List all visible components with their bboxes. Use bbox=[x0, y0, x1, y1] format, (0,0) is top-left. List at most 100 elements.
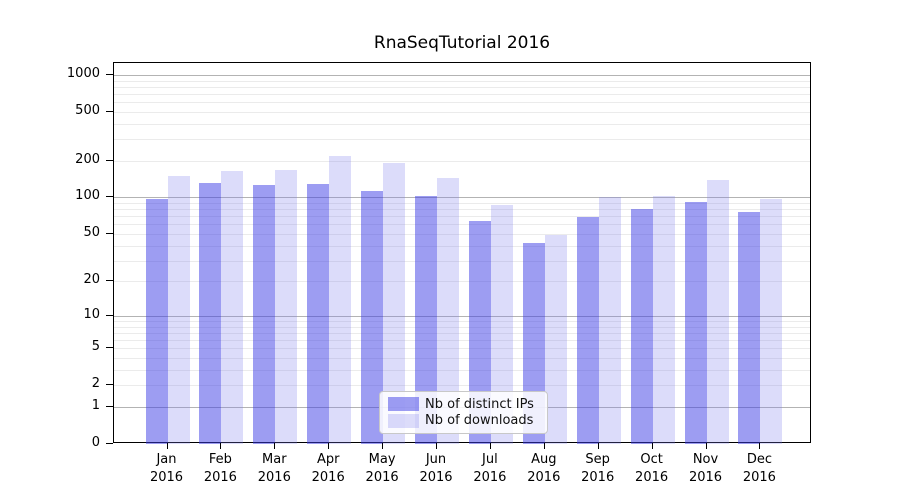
x-tick-year: 2016 bbox=[688, 470, 723, 485]
x-tick-month: May bbox=[368, 452, 396, 467]
y-tick-mark bbox=[106, 73, 113, 75]
grid-layer bbox=[114, 63, 810, 442]
bar-distinct-ips-apr bbox=[307, 183, 330, 444]
x-tick-year: 2016 bbox=[742, 470, 776, 485]
minor-gridline bbox=[114, 209, 810, 211]
legend-label: Nb of distinct IPs bbox=[425, 396, 534, 412]
x-tick-mark bbox=[328, 443, 330, 449]
x-tick-year: 2016 bbox=[149, 470, 184, 485]
x-tick-mark bbox=[436, 443, 437, 449]
x-tick-mark bbox=[166, 443, 168, 449]
bar-downloads-apr bbox=[329, 155, 352, 444]
x-tick-month: Oct bbox=[640, 452, 663, 467]
bar-distinct-ips-sep bbox=[576, 217, 599, 444]
y-tick-label: 500 bbox=[75, 102, 100, 118]
minor-gridline bbox=[114, 332, 810, 334]
bar-downloads-may bbox=[383, 162, 406, 444]
x-tick-label: Mar 2016 bbox=[239, 451, 309, 487]
x-tick-label: Sep 2016 bbox=[563, 451, 633, 487]
bar-distinct-ips-oct bbox=[630, 208, 653, 444]
y-tick-label: 200 bbox=[75, 151, 100, 167]
x-tick-month: Mar bbox=[262, 452, 287, 467]
minor-gridline bbox=[114, 358, 810, 360]
legend-item-downloads: Nb of downloads bbox=[388, 413, 539, 430]
minor-gridline bbox=[114, 326, 810, 328]
bar-downloads-sep bbox=[598, 196, 621, 444]
minor-gridline bbox=[114, 139, 810, 141]
bar-downloads-dec bbox=[760, 199, 783, 444]
minor-gridline bbox=[114, 224, 810, 226]
x-tick-year: 2016 bbox=[419, 470, 453, 485]
minor-gridline bbox=[114, 203, 810, 205]
x-tick-month: Jun bbox=[425, 452, 447, 467]
bar-distinct-ips-nov bbox=[684, 201, 707, 444]
y-tick-mark bbox=[106, 314, 113, 316]
x-tick-year: 2016 bbox=[581, 470, 615, 485]
y-tick-mark bbox=[106, 159, 113, 161]
minor-gridline bbox=[114, 321, 810, 322]
x-tick-label: Jul 2016 bbox=[455, 451, 525, 487]
x-tick-mark bbox=[705, 443, 707, 449]
x-tick-label: Dec 2016 bbox=[724, 451, 794, 487]
x-tick-mark bbox=[489, 443, 491, 449]
minor-gridline bbox=[114, 216, 810, 218]
bar-downloads-mar bbox=[275, 169, 298, 444]
x-tick-month: Jul bbox=[482, 452, 498, 467]
x-tick-mark bbox=[220, 443, 222, 449]
x-tick-mark bbox=[651, 443, 653, 449]
minor-gridline bbox=[114, 340, 810, 342]
x-tick-mark bbox=[543, 443, 545, 449]
minor-gridline bbox=[114, 160, 810, 162]
bar-distinct-ips-may bbox=[361, 191, 384, 444]
y-tick-mark bbox=[106, 196, 113, 198]
x-tick-label: Nov 2016 bbox=[671, 451, 741, 487]
bar-downloads-aug bbox=[544, 235, 567, 444]
bar-downloads-feb bbox=[221, 170, 244, 444]
y-tick-label: 50 bbox=[83, 224, 100, 240]
minor-gridline bbox=[114, 385, 810, 387]
y-tick-label: 0 bbox=[91, 435, 100, 450]
bar-distinct-ips-jan bbox=[145, 199, 168, 444]
minor-gridline bbox=[114, 369, 810, 371]
x-tick-month: Aug bbox=[531, 452, 557, 467]
legend-swatch bbox=[388, 413, 419, 428]
y-tick-mark bbox=[106, 384, 113, 386]
minor-gridline bbox=[114, 348, 810, 350]
minor-gridline bbox=[114, 86, 810, 88]
y-tick-label: 5 bbox=[91, 339, 100, 355]
bar-downloads-nov bbox=[706, 180, 729, 444]
y-tick-mark bbox=[106, 232, 113, 234]
x-tick-label: Oct 2016 bbox=[617, 451, 687, 487]
x-tick-month: Sep bbox=[585, 452, 610, 467]
x-tick-label: Jun 2016 bbox=[401, 451, 471, 487]
bar-downloads-jun bbox=[437, 177, 459, 444]
x-tick-year: 2016 bbox=[257, 470, 291, 485]
legend-label: Nb of downloads bbox=[425, 413, 534, 429]
y-tick-mark bbox=[106, 347, 113, 349]
minor-gridline bbox=[114, 111, 810, 113]
x-tick-label: Jan 2016 bbox=[132, 451, 202, 487]
x-tick-label: May 2016 bbox=[347, 451, 417, 487]
bar-distinct-ips-jun bbox=[415, 195, 437, 444]
x-tick-month: Jan bbox=[156, 452, 177, 467]
major-gridline bbox=[114, 197, 810, 199]
major-gridline bbox=[114, 74, 810, 76]
plot-area bbox=[113, 62, 811, 444]
bar-downloads-oct bbox=[652, 196, 675, 444]
y-tick-label: 2 bbox=[91, 376, 100, 392]
x-tick-month: Apr bbox=[316, 452, 340, 467]
x-tick-month: Dec bbox=[746, 452, 772, 467]
minor-gridline bbox=[114, 80, 810, 82]
bar-distinct-ips-dec bbox=[738, 211, 761, 444]
x-tick-year: 2016 bbox=[527, 470, 561, 485]
minor-gridline bbox=[114, 245, 810, 247]
y-tick-label: 20 bbox=[83, 272, 100, 288]
x-tick-year: 2016 bbox=[311, 470, 345, 485]
y-tick-label: 100 bbox=[75, 188, 100, 204]
minor-gridline bbox=[114, 123, 810, 125]
minor-gridline bbox=[114, 281, 810, 283]
y-tick-label: 10 bbox=[83, 306, 100, 322]
chart-title: RnaSeqTutorial 2016 bbox=[373, 33, 551, 53]
x-tick-year: 2016 bbox=[203, 470, 237, 485]
